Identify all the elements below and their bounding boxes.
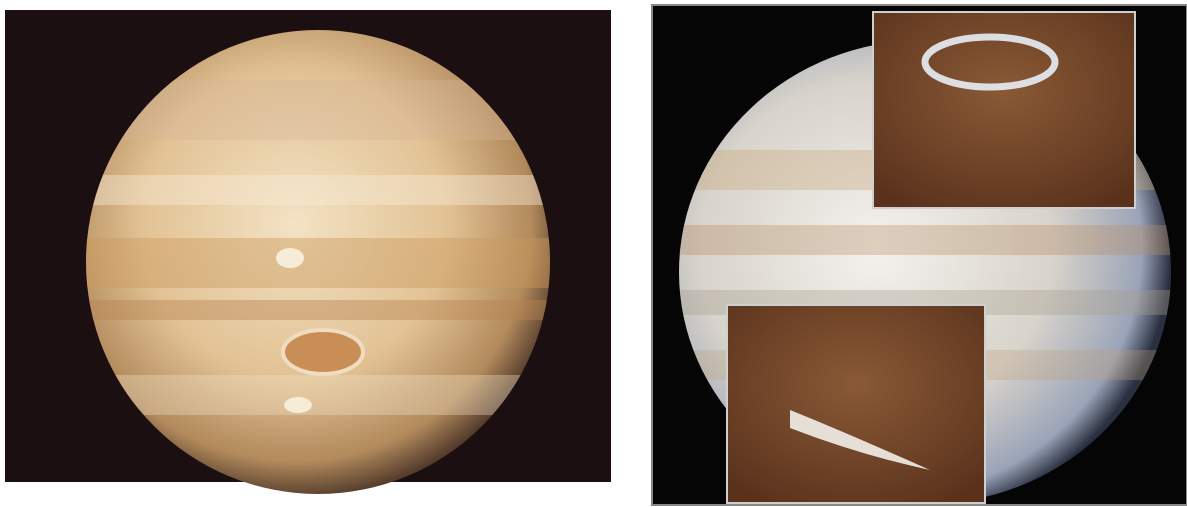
white-oval (276, 248, 304, 268)
north-aurora (921, 33, 1059, 91)
great-red-spot (281, 328, 365, 376)
aurora-inset (872, 11, 1136, 209)
aurora-inset (726, 304, 986, 504)
south-aurora (790, 410, 930, 470)
white-oval (284, 397, 312, 413)
planet (86, 30, 550, 494)
right-photo (651, 4, 1187, 506)
left-photo (5, 10, 611, 494)
cloud-bands (86, 80, 550, 415)
